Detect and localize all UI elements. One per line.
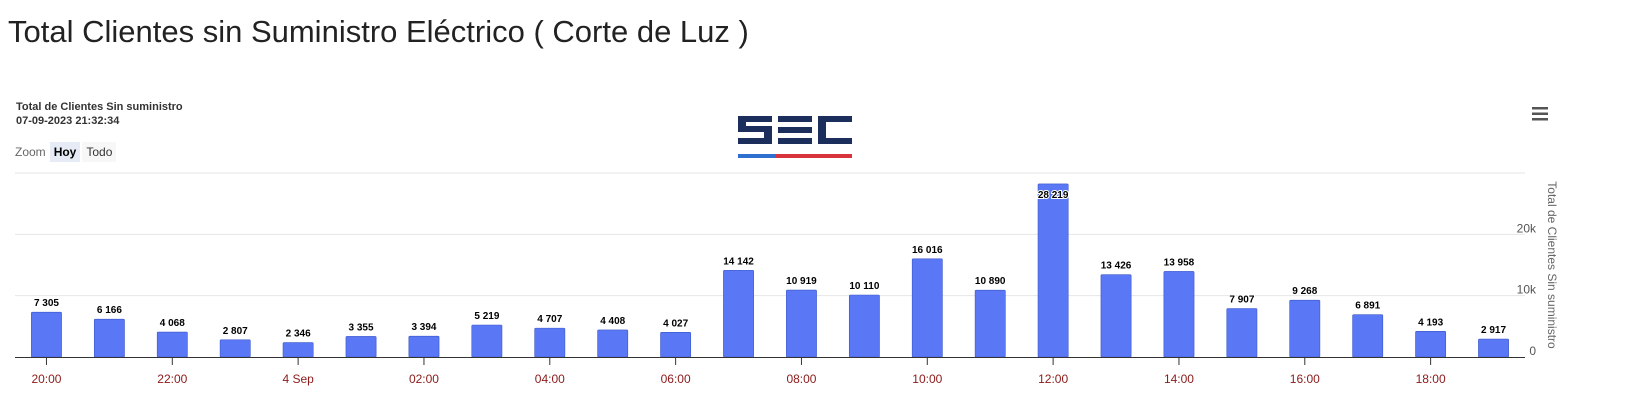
bar-value-label: 5 219 <box>474 311 499 322</box>
bar[interactable] <box>1100 274 1132 358</box>
bar-value-label: 13 958 <box>1164 257 1195 268</box>
x-tick-label: 12:00 <box>1038 372 1068 386</box>
bar[interactable] <box>786 289 817 358</box>
bar-value-label: 7 305 <box>34 298 59 309</box>
x-tick-label: 04:00 <box>535 372 565 386</box>
bar[interactable] <box>1037 183 1069 358</box>
bar[interactable] <box>660 332 692 358</box>
bar-value-label: 4 707 <box>537 314 562 325</box>
x-tick-label: 16:00 <box>1290 372 1320 386</box>
chart-timestamp: 07-09-2023 21:32:34 <box>16 115 120 127</box>
bar-value-label: 7 907 <box>1229 295 1254 306</box>
bar-value-label: 6 891 <box>1355 301 1380 312</box>
x-tick-label: 22:00 <box>157 372 187 386</box>
bar-value-label: 4 068 <box>160 318 185 329</box>
chart-header: Total de Clientes Sin suministro 07-09-2… <box>16 100 183 128</box>
bar-value-label: 28 219 <box>1038 190 1069 201</box>
bar-value-label: 2 917 <box>1481 325 1506 336</box>
hamburger-menu-icon[interactable] <box>1530 104 1550 124</box>
bar-value-label: 4 408 <box>600 316 625 327</box>
bar[interactable] <box>974 289 1006 358</box>
x-tick-label: 4 Sep <box>282 372 314 386</box>
bar[interactable] <box>93 318 125 358</box>
bar[interactable] <box>911 258 943 358</box>
labels-layer: 7 305 6 166 4 068 2 807 2 346 3 355 3 394 5 219… <box>33 189 1508 341</box>
bar-value-label: 9 268 <box>1292 286 1317 297</box>
x-axis: 20:00 22:00 4 Sep 02:00 04:00 06:00 08:00 10:00… <box>15 357 1525 386</box>
bar-value-label: 2 346 <box>286 329 311 340</box>
bar-value-label: 3 394 <box>411 322 436 333</box>
bar-value-label: 3 355 <box>349 322 374 333</box>
bars-layer <box>31 183 1509 358</box>
bar[interactable] <box>1415 330 1447 358</box>
grid-layer <box>15 172 1525 297</box>
bar-value-label: 14 142 <box>723 256 754 267</box>
bar[interactable] <box>408 335 440 358</box>
x-tick-label: 08:00 <box>786 372 816 386</box>
sec-logo <box>738 116 852 158</box>
bar[interactable] <box>1226 308 1258 358</box>
bar-value-label: 10 110 <box>849 281 879 292</box>
bar-value-label: 4 193 <box>1418 317 1443 328</box>
y-axis: 0 10k 20k <box>1517 221 1537 358</box>
bar[interactable] <box>534 327 566 358</box>
x-tick-label: 20:00 <box>31 372 61 386</box>
bar[interactable] <box>1289 299 1321 358</box>
bar-value-label: 16 016 <box>912 245 943 256</box>
bar[interactable] <box>1163 271 1195 358</box>
x-tick-label: 06:00 <box>661 372 691 386</box>
bar-value-label: 4 027 <box>663 318 688 329</box>
x-tick-label: 14:00 <box>1164 372 1194 386</box>
chart-title: Total de Clientes Sin suministro <box>16 101 183 113</box>
bar[interactable] <box>31 311 62 358</box>
bar[interactable] <box>282 342 314 358</box>
bar-value-label: 10 890 <box>975 276 1006 287</box>
zoom-all-button[interactable]: Todo <box>82 142 117 162</box>
zoom-today-button[interactable]: Hoy <box>49 142 81 162</box>
bar[interactable] <box>345 336 377 358</box>
bar[interactable] <box>156 331 188 358</box>
zoom-controls: Zoom Hoy Todo <box>15 142 118 162</box>
page-title: Total Clientes sin Suministro Eléctrico … <box>8 14 749 49</box>
x-tick-label: 18:00 <box>1416 372 1446 386</box>
bar[interactable] <box>848 294 880 358</box>
bar[interactable] <box>471 324 503 358</box>
zoom-label: Zoom <box>15 145 46 159</box>
bar-value-label: 6 166 <box>97 305 122 316</box>
y-tick-label: 20k <box>1517 221 1537 235</box>
x-tick-label: 02:00 <box>409 372 439 386</box>
x-tick-label: 10:00 <box>912 372 942 386</box>
bar[interactable] <box>219 339 251 358</box>
bar[interactable] <box>723 269 754 358</box>
y-axis-title: Total de Clientes Sin suministro <box>1545 181 1559 349</box>
bar-value-label: 13 426 <box>1101 261 1132 272</box>
bar[interactable] <box>1352 314 1384 358</box>
bar[interactable] <box>1478 338 1509 358</box>
y-tick-label: 0 <box>1529 344 1536 358</box>
bar[interactable] <box>597 329 629 358</box>
y-tick-label: 10k <box>1517 283 1537 297</box>
bar-value-label: 2 807 <box>223 326 248 337</box>
bar-value-label: 10 919 <box>786 276 817 287</box>
